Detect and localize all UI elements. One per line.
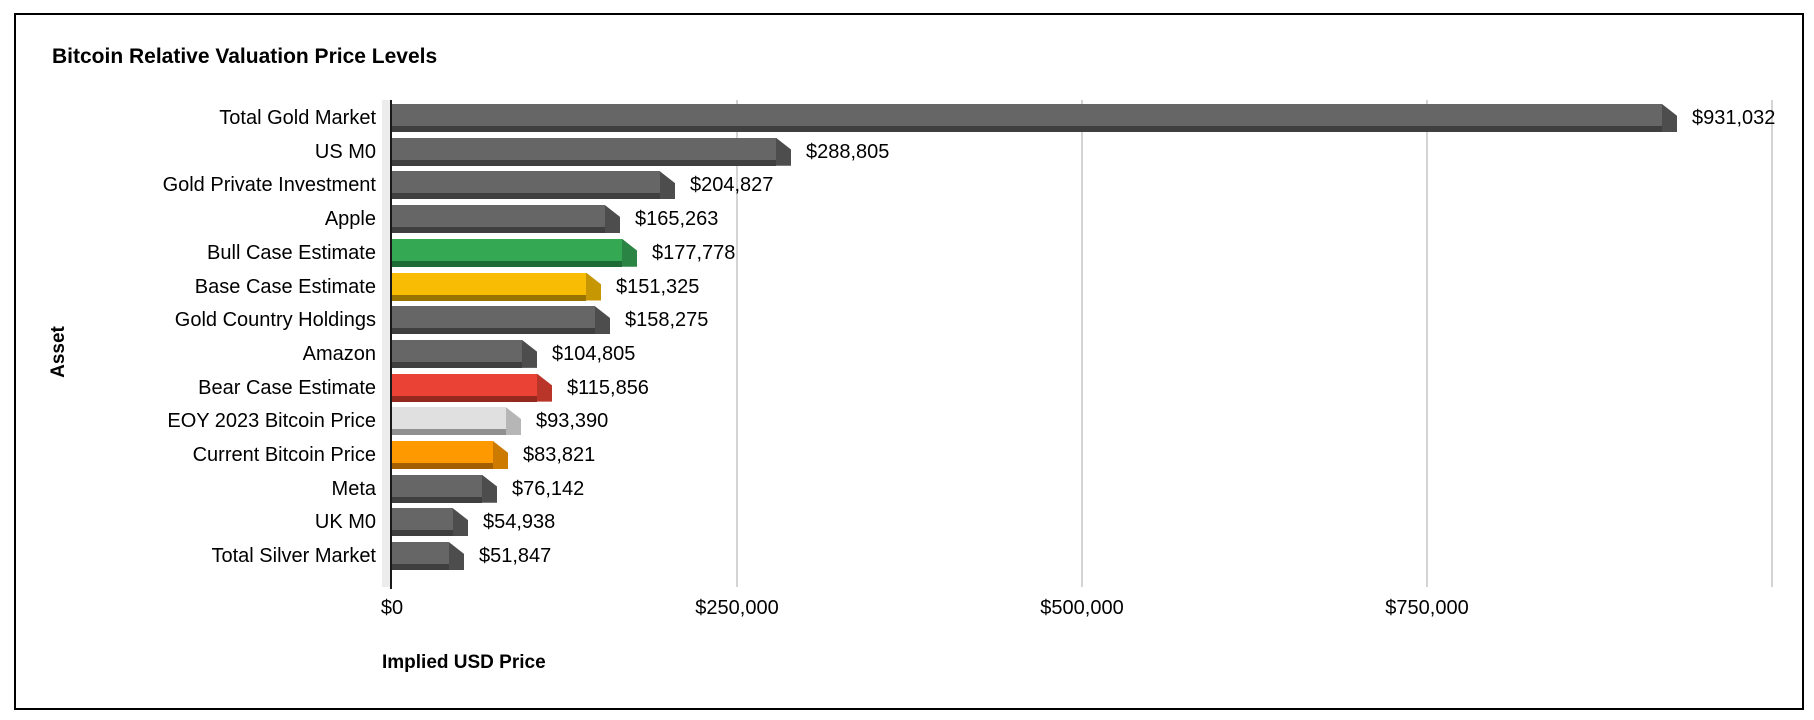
x-tick-label: $500,000: [1040, 597, 1124, 619]
bar-value-label: $54,938: [483, 511, 556, 534]
bar-end-bevel: [660, 171, 675, 200]
bar[interactable]: [392, 407, 521, 436]
bar-value-label: $51,847: [479, 545, 552, 568]
bar-bottom-shade: [392, 193, 660, 200]
bar-bottom-shade: [392, 227, 605, 234]
category-label: Apple: [324, 208, 376, 231]
category-label: Current Bitcoin Price: [192, 444, 376, 466]
bar-fill: [392, 508, 453, 531]
bar-end-bevel: [453, 508, 468, 537]
bar-bottom-shade: [392, 159, 776, 166]
bar-end-bevel: [622, 238, 637, 267]
bar-bottom-shade: [392, 496, 482, 503]
bar-end-bevel: [522, 339, 537, 368]
category-label: Meta: [331, 477, 376, 500]
bar-end-bevel: [605, 205, 620, 234]
bar-end-bevel: [586, 272, 601, 301]
bar-value-label: $115,856: [567, 376, 649, 399]
gridline: [1081, 100, 1083, 587]
category-label: UK M0: [314, 511, 376, 534]
bar-fill: [392, 238, 622, 261]
y-axis-line: [390, 100, 392, 589]
bar[interactable]: [392, 373, 552, 402]
bar[interactable]: [392, 306, 610, 335]
category-label: Base Case Estimate: [194, 275, 376, 298]
bar-value-label: $158,275: [625, 309, 709, 332]
bar-value-label: $204,827: [690, 174, 774, 197]
bar-end-bevel: [506, 407, 521, 436]
bar[interactable]: [392, 339, 537, 368]
bar[interactable]: [392, 238, 637, 267]
bar-fill: [392, 104, 1662, 126]
bar-fill: [392, 171, 660, 194]
bar[interactable]: [392, 542, 464, 571]
bar-bottom-shade: [392, 429, 506, 436]
bar-fill: [392, 339, 522, 362]
bar-value-label: $165,263: [635, 208, 719, 231]
bar-end-bevel: [537, 373, 552, 402]
x-tick-label: $0: [380, 597, 404, 619]
category-label: Total Silver Market: [211, 545, 377, 568]
bar[interactable]: [392, 508, 468, 537]
bar[interactable]: [392, 272, 601, 301]
bar-bottom-shade: [392, 260, 622, 267]
category-label: Bear Case Estimate: [198, 376, 376, 399]
bar-bottom-shade: [392, 564, 449, 571]
plot-wall: [382, 100, 391, 587]
chart-title: Bitcoin Relative Valuation Price Levels: [52, 45, 438, 68]
bar-bottom-shade: [392, 361, 522, 368]
category-label: Bull Case Estimate: [207, 241, 376, 264]
bar-value-label: $93,390: [536, 410, 609, 433]
bar-value-label: $151,325: [616, 275, 700, 298]
category-label: Total Gold Market: [219, 107, 376, 129]
bar-end-bevel: [776, 137, 791, 166]
bar-end-bevel: [595, 306, 610, 335]
bar-bottom-shade: [392, 463, 493, 469]
bar-fill: [392, 441, 493, 463]
x-axis-title: Implied USD Price: [382, 652, 546, 673]
bar-value-label: $177,778: [652, 241, 736, 264]
bar-fill: [392, 474, 482, 497]
gridline: [1771, 100, 1773, 587]
bar-value-label: $931,032: [1692, 107, 1776, 129]
bar-bottom-shade: [392, 328, 595, 335]
bar-bottom-shade: [392, 395, 537, 402]
bar-value-label: $83,821: [523, 444, 596, 466]
bar[interactable]: [392, 205, 620, 234]
bar-value-label: $288,805: [806, 140, 890, 163]
gridline: [736, 100, 738, 587]
bar[interactable]: [392, 474, 497, 503]
bar-end-bevel: [1662, 104, 1677, 132]
bar-fill: [392, 373, 537, 396]
gridline: [1426, 100, 1428, 587]
category-label: EOY 2023 Bitcoin Price: [167, 410, 376, 433]
bar-end-bevel: [449, 542, 464, 571]
category-label: Amazon: [302, 342, 376, 365]
category-label: Gold Country Holdings: [174, 309, 376, 332]
bar-end-bevel: [482, 474, 497, 503]
bar-fill: [392, 306, 595, 329]
x-tick-label: $250,000: [695, 597, 779, 619]
bar-value-label: $76,142: [512, 477, 585, 500]
category-label: Gold Private Investment: [162, 174, 376, 197]
bar-bottom-shade: [392, 126, 1662, 132]
bar-bottom-shade: [392, 294, 586, 301]
bar-fill: [392, 205, 605, 228]
bar[interactable]: [392, 104, 1677, 132]
bar-end-bevel: [493, 441, 508, 469]
bar-bottom-shade: [392, 530, 453, 537]
category-label: US M0: [314, 140, 376, 163]
bar[interactable]: [392, 171, 675, 200]
bar-fill: [392, 407, 506, 430]
bar-fill: [392, 137, 776, 160]
bar-fill: [392, 542, 449, 565]
bar[interactable]: [392, 137, 791, 166]
y-axis-title: Asset: [48, 326, 69, 378]
chart-frame: Bitcoin Relative Valuation Price Levels …: [14, 13, 1804, 710]
bar-value-label: $104,805: [552, 342, 636, 365]
bar-fill: [392, 272, 586, 295]
bar[interactable]: [392, 441, 508, 469]
x-tick-label: $750,000: [1385, 597, 1469, 619]
